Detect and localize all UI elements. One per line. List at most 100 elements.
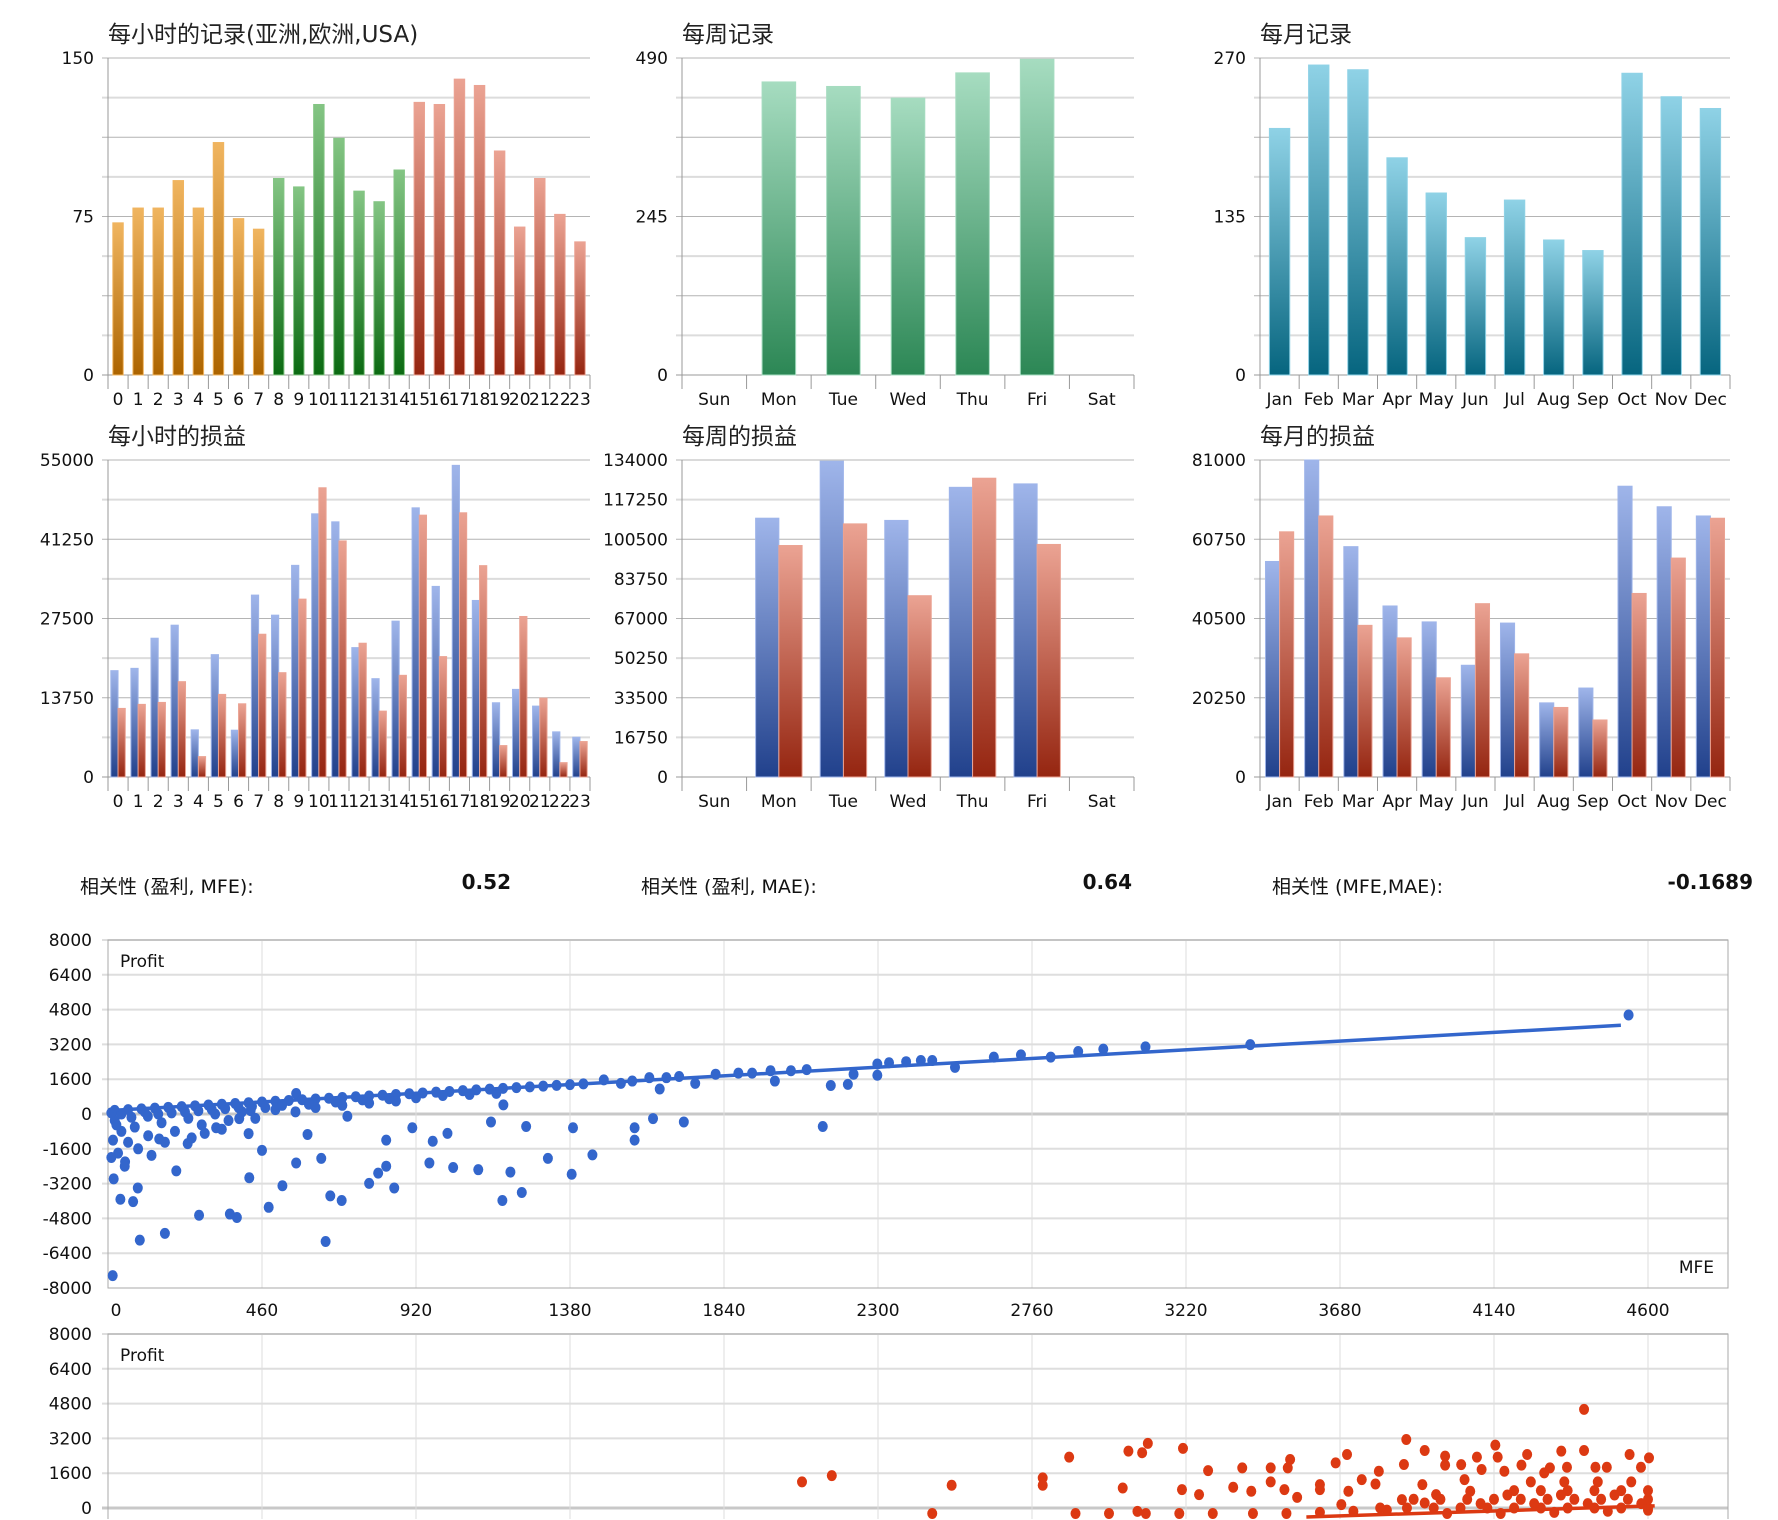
data-point — [1499, 1465, 1510, 1477]
bar-12 — [353, 190, 365, 376]
bar-5 — [212, 142, 225, 376]
y-tick-label: 0 — [657, 366, 668, 386]
data-point — [1285, 1453, 1296, 1465]
bar-Oct — [1621, 72, 1643, 376]
data-point — [1401, 1502, 1412, 1514]
x-tick-label: 8 — [273, 792, 284, 812]
data-point — [126, 1111, 137, 1123]
y-tick-label: -4800 — [43, 1209, 92, 1229]
y-tick-label: 16750 — [614, 728, 668, 748]
data-point — [1373, 1465, 1384, 1477]
bar-red-Dec — [1709, 517, 1726, 778]
bar-red-Aug — [1553, 706, 1569, 778]
data-point — [263, 1201, 274, 1213]
data-point — [424, 1157, 435, 1169]
data-point — [290, 1106, 301, 1118]
data-point — [146, 1149, 157, 1161]
chart-weekly-records: 每周记录 490 245 0 Sun Mon Tue Wed Thu Fri Sat — [636, 22, 1135, 410]
y-tick-label: 60750 — [1192, 530, 1246, 550]
x-tick-label: 13 — [368, 390, 390, 410]
x-tick-label: 14 — [388, 792, 410, 812]
bar-blue-17 — [451, 464, 460, 778]
y-tick-label: 0 — [657, 768, 668, 788]
data-point — [159, 1227, 170, 1239]
bar-blue-Feb — [1304, 459, 1320, 778]
bar-10 — [313, 103, 325, 376]
y-tick-label: 75 — [72, 208, 94, 228]
data-point — [193, 1105, 204, 1117]
bar-8 — [272, 177, 285, 376]
x-tick-label: 12 — [348, 792, 370, 812]
data-point — [1247, 1508, 1258, 1519]
data-point — [128, 1196, 139, 1208]
data-point — [156, 1117, 167, 1129]
x-tick-label: 4140 — [1472, 1301, 1515, 1321]
bar-red-Nov — [1670, 557, 1686, 778]
bar-red-Mar — [1357, 624, 1373, 778]
bar-6 — [232, 218, 245, 376]
data-point — [1370, 1478, 1381, 1490]
data-point — [1624, 1448, 1635, 1460]
bar-blue-Oct — [1617, 485, 1633, 778]
bar-Sep — [1582, 250, 1604, 376]
bar-red-7 — [258, 633, 267, 778]
bar-15 — [413, 101, 426, 376]
plot-border — [107, 1333, 1729, 1519]
data-point — [542, 1152, 553, 1164]
data-point — [1330, 1457, 1341, 1469]
data-point — [1592, 1476, 1603, 1488]
bar-blue-Thu — [948, 486, 974, 778]
chart-title: 每周的损益 — [682, 424, 797, 450]
data-point — [196, 1119, 207, 1131]
bar-blue-16 — [431, 585, 440, 778]
x-tick-label: Aug — [1537, 792, 1570, 812]
bar-blue-1 — [130, 667, 139, 778]
data-point — [342, 1110, 353, 1122]
bar-blue-Tue — [819, 460, 844, 778]
data-point — [107, 1270, 118, 1282]
data-point — [108, 1173, 119, 1185]
x-tick-label: 4600 — [1626, 1301, 1669, 1321]
data-point — [106, 1152, 117, 1163]
bar-blue-Mar — [1343, 546, 1359, 778]
bar-Mon — [761, 81, 797, 376]
data-point — [690, 1077, 701, 1089]
x-tick-label: Nov — [1655, 390, 1688, 410]
x-tick-label: Mon — [761, 792, 797, 812]
bar-4 — [192, 207, 205, 376]
data-point — [826, 1470, 837, 1482]
data-point — [169, 1125, 180, 1137]
x-tick-label: 15 — [408, 390, 430, 410]
data-point — [1375, 1502, 1386, 1514]
data-point — [108, 1134, 119, 1146]
trendline — [1306, 1504, 1655, 1519]
data-point — [171, 1165, 182, 1177]
chart-title: 每周记录 — [682, 22, 774, 48]
data-point — [407, 1122, 418, 1134]
bar-17 — [453, 78, 466, 376]
data-point — [216, 1123, 227, 1135]
data-point — [166, 1107, 177, 1119]
bar-18 — [473, 84, 486, 376]
y-tick-label: 117250 — [603, 491, 668, 511]
trendline — [107, 1023, 1621, 1113]
bar-blue-Jan — [1264, 560, 1281, 778]
x-tick-label: Sep — [1577, 390, 1609, 410]
bar-red-8 — [278, 672, 287, 778]
bar-Jun — [1464, 237, 1487, 376]
data-point — [257, 1144, 267, 1156]
data-point — [1456, 1459, 1467, 1471]
bar-blue-5 — [210, 654, 219, 778]
data-point — [1282, 1462, 1293, 1474]
data-point — [1623, 1009, 1634, 1021]
y-tick-label: 67000 — [614, 610, 668, 630]
data-point — [1635, 1461, 1646, 1473]
bar-red-Feb — [1318, 515, 1334, 778]
data-point — [180, 1106, 190, 1118]
x-tick-label: Tue — [828, 390, 858, 410]
bar-red-5 — [217, 693, 227, 778]
data-point — [927, 1508, 938, 1519]
x-tick-label: 13 — [368, 792, 390, 812]
bar-blue-Fri — [1013, 483, 1038, 778]
y-tick-label: 6400 — [49, 966, 92, 986]
